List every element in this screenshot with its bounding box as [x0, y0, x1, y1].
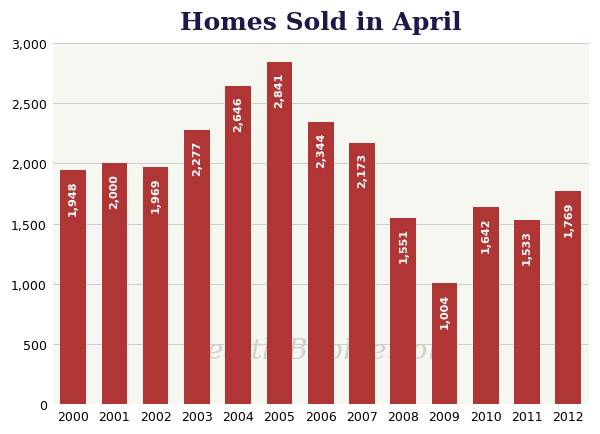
Bar: [391, 218, 416, 404]
Text: 1,004: 1,004: [439, 293, 449, 329]
Text: SeattleBubble.com: SeattleBubble.com: [188, 337, 454, 364]
Bar: [556, 192, 581, 404]
Bar: [349, 143, 375, 404]
Bar: [101, 164, 127, 404]
Text: 1,769: 1,769: [563, 201, 573, 237]
Text: 1,551: 1,551: [398, 228, 408, 263]
Bar: [431, 284, 457, 404]
Text: 1,969: 1,969: [151, 178, 161, 213]
Title: Homes Sold in April: Homes Sold in April: [180, 11, 461, 35]
Bar: [473, 207, 499, 404]
Bar: [184, 131, 210, 404]
Bar: [143, 168, 169, 404]
Text: 1,533: 1,533: [522, 230, 532, 265]
Text: 2,277: 2,277: [192, 140, 202, 176]
Text: 2,000: 2,000: [109, 174, 119, 208]
Text: 2,646: 2,646: [233, 96, 243, 132]
Bar: [308, 123, 334, 404]
Text: 2,841: 2,841: [274, 72, 284, 108]
Text: 2,173: 2,173: [357, 153, 367, 188]
Bar: [226, 86, 251, 404]
Text: 2,344: 2,344: [316, 132, 326, 168]
Text: 1,642: 1,642: [481, 217, 491, 252]
Text: 1,948: 1,948: [68, 180, 78, 215]
Bar: [266, 63, 292, 404]
Bar: [514, 220, 540, 404]
Bar: [61, 170, 86, 404]
